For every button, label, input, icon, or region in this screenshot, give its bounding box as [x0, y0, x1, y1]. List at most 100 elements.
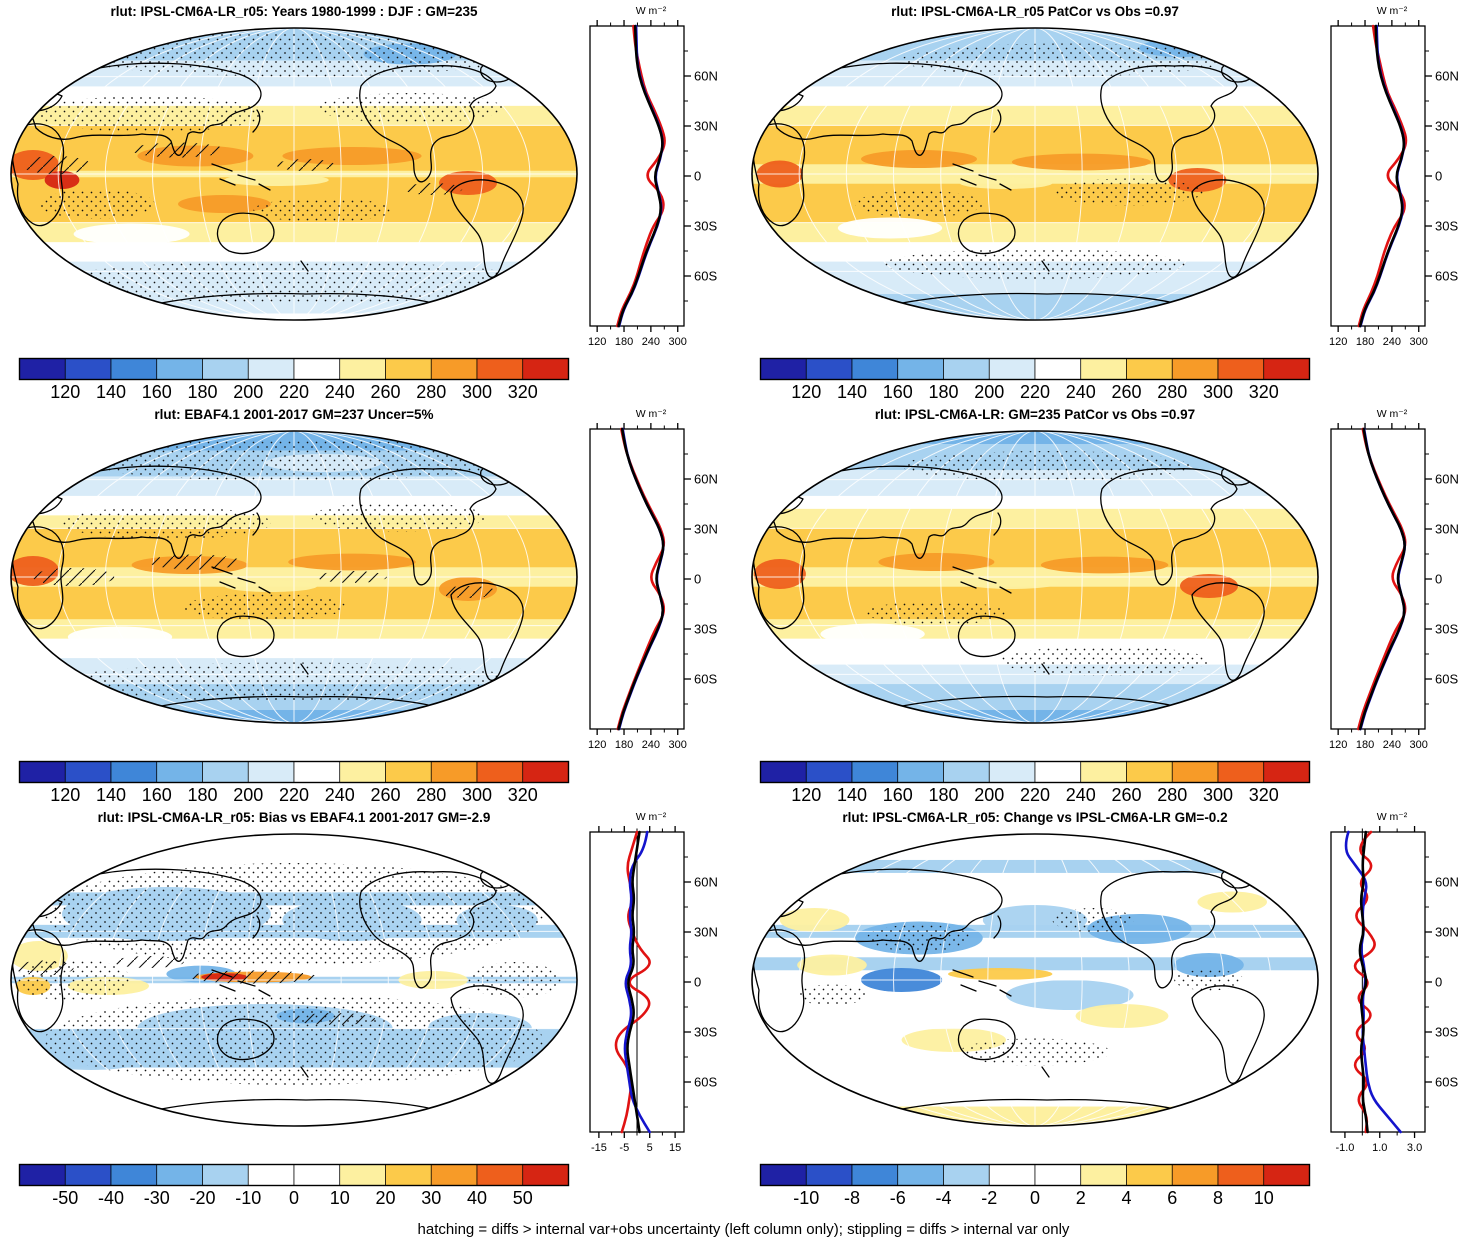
svg-text:0: 0 [694, 572, 701, 587]
svg-text:180: 180 [1356, 336, 1374, 348]
svg-text:-20: -20 [189, 1188, 215, 1208]
svg-text:60N: 60N [694, 875, 718, 890]
figure-caption: hatching = diffs > internal var+obs unce… [417, 1221, 1070, 1238]
svg-text:180: 180 [615, 739, 633, 751]
svg-text:320: 320 [1249, 382, 1279, 402]
svg-text:30S: 30S [1435, 219, 1458, 234]
svg-text:180: 180 [928, 382, 958, 402]
svg-text:-50: -50 [52, 1188, 78, 1208]
svg-text:260: 260 [1111, 785, 1141, 805]
colorbar: -10 -8 -6 -4 -2 0 2 4 6 8 10 [759, 1163, 1311, 1208]
colorbar: -50 -40 -30 -20 -10 0 10 20 30 40 50 [18, 1163, 570, 1208]
svg-text:180: 180 [615, 336, 633, 348]
svg-text:160: 160 [883, 785, 913, 805]
svg-text:240: 240 [325, 785, 355, 805]
colorbar: 120 140 160 180 200 220 240 260 280 300 320 [18, 760, 570, 805]
svg-text:30S: 30S [694, 219, 717, 234]
svg-text:120: 120 [588, 336, 606, 348]
svg-text:60S: 60S [694, 672, 717, 687]
svg-text:300: 300 [462, 785, 492, 805]
svg-text:300: 300 [1203, 785, 1233, 805]
svg-text:160: 160 [142, 382, 172, 402]
svg-text:-10: -10 [793, 1188, 819, 1208]
panel-model-djf: rlut: IPSL-CM6A-LR_r05: Years 1980-1999 … [4, 4, 745, 403]
map-plot [10, 833, 578, 1127]
svg-text:60N: 60N [1435, 875, 1459, 890]
zonal-mean-plot: W m⁻² 120 180 240 300 60N 30N 0 30S 60S [588, 408, 718, 751]
colorbar: 120 140 160 180 200 220 240 260 280 300 320 [759, 760, 1311, 805]
svg-text:260: 260 [370, 382, 400, 402]
panel-change: rlut: IPSL-CM6A-LR_r05: Change vs IPSL-C… [745, 810, 1483, 1209]
svg-text:220: 220 [1020, 382, 1050, 402]
svg-text:200: 200 [233, 785, 263, 805]
svg-text:30N: 30N [1435, 522, 1459, 537]
svg-text:30S: 30S [694, 622, 717, 637]
svg-text:2: 2 [1076, 1188, 1086, 1208]
svg-text:180: 180 [187, 382, 217, 402]
svg-text:10: 10 [330, 1188, 350, 1208]
svg-text:120: 120 [791, 785, 821, 805]
panel-grid: rlut: IPSL-CM6A-LR_r05: Years 1980-1999 … [4, 4, 1483, 1213]
svg-text:60N: 60N [1435, 472, 1459, 487]
svg-text:W m⁻²: W m⁻² [1377, 5, 1408, 17]
svg-text:300: 300 [669, 336, 687, 348]
svg-text:30N: 30N [1435, 119, 1459, 134]
svg-text:220: 220 [279, 382, 309, 402]
svg-text:3.0: 3.0 [1407, 1142, 1422, 1154]
panel-body: W m⁻² -15 -5 5 15 60N 30N 0 30S 60S [4, 811, 745, 1154]
svg-text:-30: -30 [144, 1188, 170, 1208]
svg-text:0: 0 [1435, 572, 1442, 587]
panel-title: rlut: IPSL-CM6A-LR_r05 PatCor vs Obs =0.… [891, 4, 1179, 19]
svg-text:160: 160 [883, 382, 913, 402]
svg-text:320: 320 [508, 785, 538, 805]
svg-text:W m⁻²: W m⁻² [636, 811, 667, 823]
svg-text:60N: 60N [694, 472, 718, 487]
svg-text:300: 300 [1410, 739, 1428, 751]
svg-text:60S: 60S [1435, 672, 1458, 687]
svg-text:180: 180 [187, 785, 217, 805]
panel-title: rlut: IPSL-CM6A-LR_r05: Years 1980-1999 … [110, 4, 478, 19]
svg-text:240: 240 [642, 336, 660, 348]
svg-text:180: 180 [1356, 739, 1374, 751]
svg-text:-40: -40 [98, 1188, 124, 1208]
zonal-mean-plot: W m⁻² 120 180 240 300 60N 30N 0 30S 60S [1329, 408, 1459, 751]
svg-text:30N: 30N [694, 925, 718, 940]
svg-text:160: 160 [142, 785, 172, 805]
svg-text:300: 300 [1203, 382, 1233, 402]
map-plot [751, 430, 1319, 724]
svg-text:280: 280 [416, 785, 446, 805]
svg-text:30N: 30N [1435, 925, 1459, 940]
svg-text:10: 10 [1254, 1188, 1274, 1208]
svg-text:0: 0 [1435, 975, 1442, 990]
svg-text:30: 30 [421, 1188, 441, 1208]
svg-text:240: 240 [325, 382, 355, 402]
svg-text:8: 8 [1213, 1188, 1223, 1208]
svg-text:0: 0 [1030, 1188, 1040, 1208]
svg-text:320: 320 [1249, 785, 1279, 805]
svg-text:-2: -2 [981, 1188, 997, 1208]
map-plot [751, 27, 1319, 321]
svg-text:240: 240 [1066, 382, 1096, 402]
svg-text:120: 120 [50, 382, 80, 402]
svg-text:60S: 60S [694, 1075, 717, 1090]
map-plot [10, 27, 578, 321]
svg-text:320: 320 [508, 382, 538, 402]
svg-text:50: 50 [513, 1188, 533, 1208]
svg-text:200: 200 [974, 382, 1004, 402]
svg-text:120: 120 [791, 382, 821, 402]
svg-text:60N: 60N [694, 69, 718, 84]
svg-text:280: 280 [416, 382, 446, 402]
svg-text:60S: 60S [1435, 1075, 1458, 1090]
svg-text:140: 140 [96, 785, 126, 805]
zonal-mean-plot: W m⁻² -1.0 1.0 3.0 60N 30N 0 30S 60S [1330, 811, 1459, 1154]
map-plot [751, 833, 1319, 1127]
svg-text:30N: 30N [694, 522, 718, 537]
svg-text:280: 280 [1157, 382, 1187, 402]
panel-body: W m⁻² 120 180 240 300 60N 30N 0 30S 60S [745, 5, 1483, 348]
colorbar: 120 140 160 180 200 220 240 260 280 300 320 [759, 357, 1311, 402]
map-plot [10, 430, 578, 724]
svg-text:240: 240 [1383, 739, 1401, 751]
svg-text:60S: 60S [1435, 269, 1458, 284]
svg-text:60N: 60N [1435, 69, 1459, 84]
svg-text:200: 200 [974, 785, 1004, 805]
